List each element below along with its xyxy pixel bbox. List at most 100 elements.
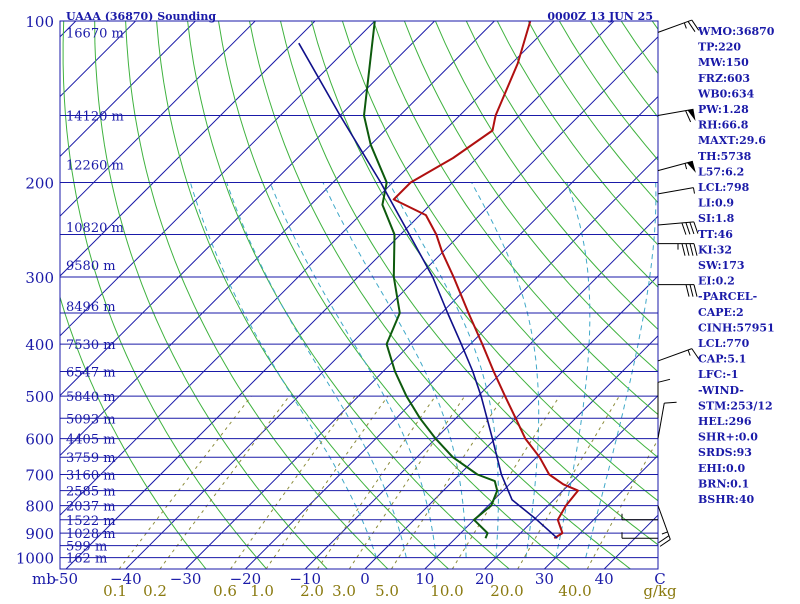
index-line: MW:150 <box>698 56 749 69</box>
index-line: BSHR:40 <box>698 493 754 506</box>
isotherm-line <box>544 454 658 569</box>
mixing-ratio-label: 40.0 <box>558 582 591 600</box>
dry-adiabat-line <box>341 21 658 459</box>
index-line: SHR+:0.0 <box>698 431 758 444</box>
wind-barb <box>657 160 696 173</box>
dry-adiabat-line <box>311 21 658 502</box>
mixing-ratio-label: 5.0 <box>375 582 399 600</box>
height-label: 162 m <box>66 552 107 567</box>
wind-barb-half-flag <box>684 163 688 170</box>
index-line: FRZ:603 <box>698 72 750 85</box>
wind-barb-staff <box>657 403 665 439</box>
index-line: CAP:5.1 <box>698 353 746 366</box>
wind-barb-flag <box>689 243 694 256</box>
wind-barb-flag <box>685 110 692 123</box>
mixing-ratio-line <box>316 395 436 569</box>
wind-barb-flag <box>685 284 690 297</box>
index-line: -PARCEL- <box>698 290 757 303</box>
wind-barb <box>657 348 700 362</box>
dry-adiabat-line <box>156 21 449 569</box>
height-label: 10820 m <box>66 221 124 236</box>
wind-barb <box>657 401 677 439</box>
wind-barb-flag <box>659 539 671 547</box>
wind-barb-staff <box>657 505 671 540</box>
index-line: SRDS:93 <box>698 446 752 459</box>
wind-barb <box>657 378 671 419</box>
height-label: 5093 m <box>66 412 116 427</box>
wind-barb-half-flag <box>692 187 695 194</box>
index-line: WB0:634 <box>697 87 755 100</box>
height-label: 3160 m <box>66 469 116 484</box>
moist-adiabat-line <box>269 182 437 558</box>
temperature-tick-label: 20 <box>475 570 494 588</box>
wind-barb <box>657 108 696 123</box>
index-line: LI:0.9 <box>698 197 734 210</box>
wind-barb-pennant <box>687 109 696 122</box>
wind-barb-staff <box>657 221 694 226</box>
wind-barb-flag <box>685 243 690 256</box>
isotherm-line <box>60 21 196 158</box>
wind-barb-half-flag <box>661 531 668 535</box>
mixing-ratio-axis-label: g/kg <box>643 582 677 600</box>
dry-adiabat-line <box>434 21 658 331</box>
mixing-ratio-line <box>230 395 356 569</box>
wind-barb-half-flag <box>683 22 687 29</box>
dry-adiabat-line <box>94 21 328 569</box>
height-label: 3759 m <box>66 451 116 466</box>
wind-barb <box>658 284 698 297</box>
index-line: TP:220 <box>698 41 741 54</box>
height-label: 1522 m <box>66 514 116 529</box>
height-label: 8496 m <box>66 300 116 315</box>
wind-barb-half-flag <box>687 349 691 356</box>
mixing-ratio-line <box>118 395 252 569</box>
height-label: 599 m <box>66 540 107 555</box>
plot-frame <box>59 20 659 570</box>
moist-adiabat-line <box>189 182 377 558</box>
wind-barb-flag <box>693 243 698 256</box>
dry-adiabat-line <box>249 21 631 569</box>
index-line: BRN:0.1 <box>698 477 749 490</box>
index-line: RH:66.8 <box>698 119 749 132</box>
index-line: STM:253/12 <box>698 399 773 412</box>
dry-adiabat-line <box>403 21 658 373</box>
pressure-tick-label: 500 <box>25 388 54 406</box>
temperature-axis-label: C <box>654 570 665 588</box>
isotherm-line <box>60 21 435 397</box>
temperature-tick-label: 0 <box>360 570 370 588</box>
wind-barb-flag <box>693 284 698 297</box>
wind-barb-flag <box>685 222 691 235</box>
wind-barb-flag <box>658 535 670 544</box>
mixing-ratio-line <box>517 395 620 569</box>
height-label: 2037 m <box>66 500 116 515</box>
temperature-tick-label: 30 <box>535 570 554 588</box>
wind-barb <box>657 505 671 547</box>
mixing-ratio-label: 20.0 <box>490 582 523 600</box>
isotherm-line <box>364 275 658 569</box>
pressure-tick-label: 100 <box>25 13 54 31</box>
temperature-tick-label: 40 <box>595 570 614 588</box>
wind-barb-flag <box>687 21 696 32</box>
isotherm-line <box>245 155 658 569</box>
parcel-profile-line <box>298 42 558 539</box>
chart-time: 0000Z 13 JUN 25 <box>547 10 653 23</box>
wind-barb <box>658 243 698 256</box>
wind-barb-flag <box>693 221 699 234</box>
temperature-tick-label: 10 <box>415 570 434 588</box>
isotherm-line <box>65 21 615 569</box>
pressure-tick-label: 700 <box>25 467 54 485</box>
index-line: EI:0.2 <box>698 275 735 288</box>
wind-barb <box>657 221 699 235</box>
wind-barb-staff <box>657 187 694 195</box>
wind-barb-flag <box>691 348 700 360</box>
height-label: 16670 m <box>66 26 124 41</box>
index-line: WMO:36870 <box>697 25 775 38</box>
height-label: 7530 m <box>66 338 116 353</box>
sounding-profiles <box>298 21 579 540</box>
index-line: EHI:0.0 <box>698 462 745 475</box>
temperature-tick-label: −10 <box>289 570 321 588</box>
wind-barb-flag <box>664 401 677 404</box>
